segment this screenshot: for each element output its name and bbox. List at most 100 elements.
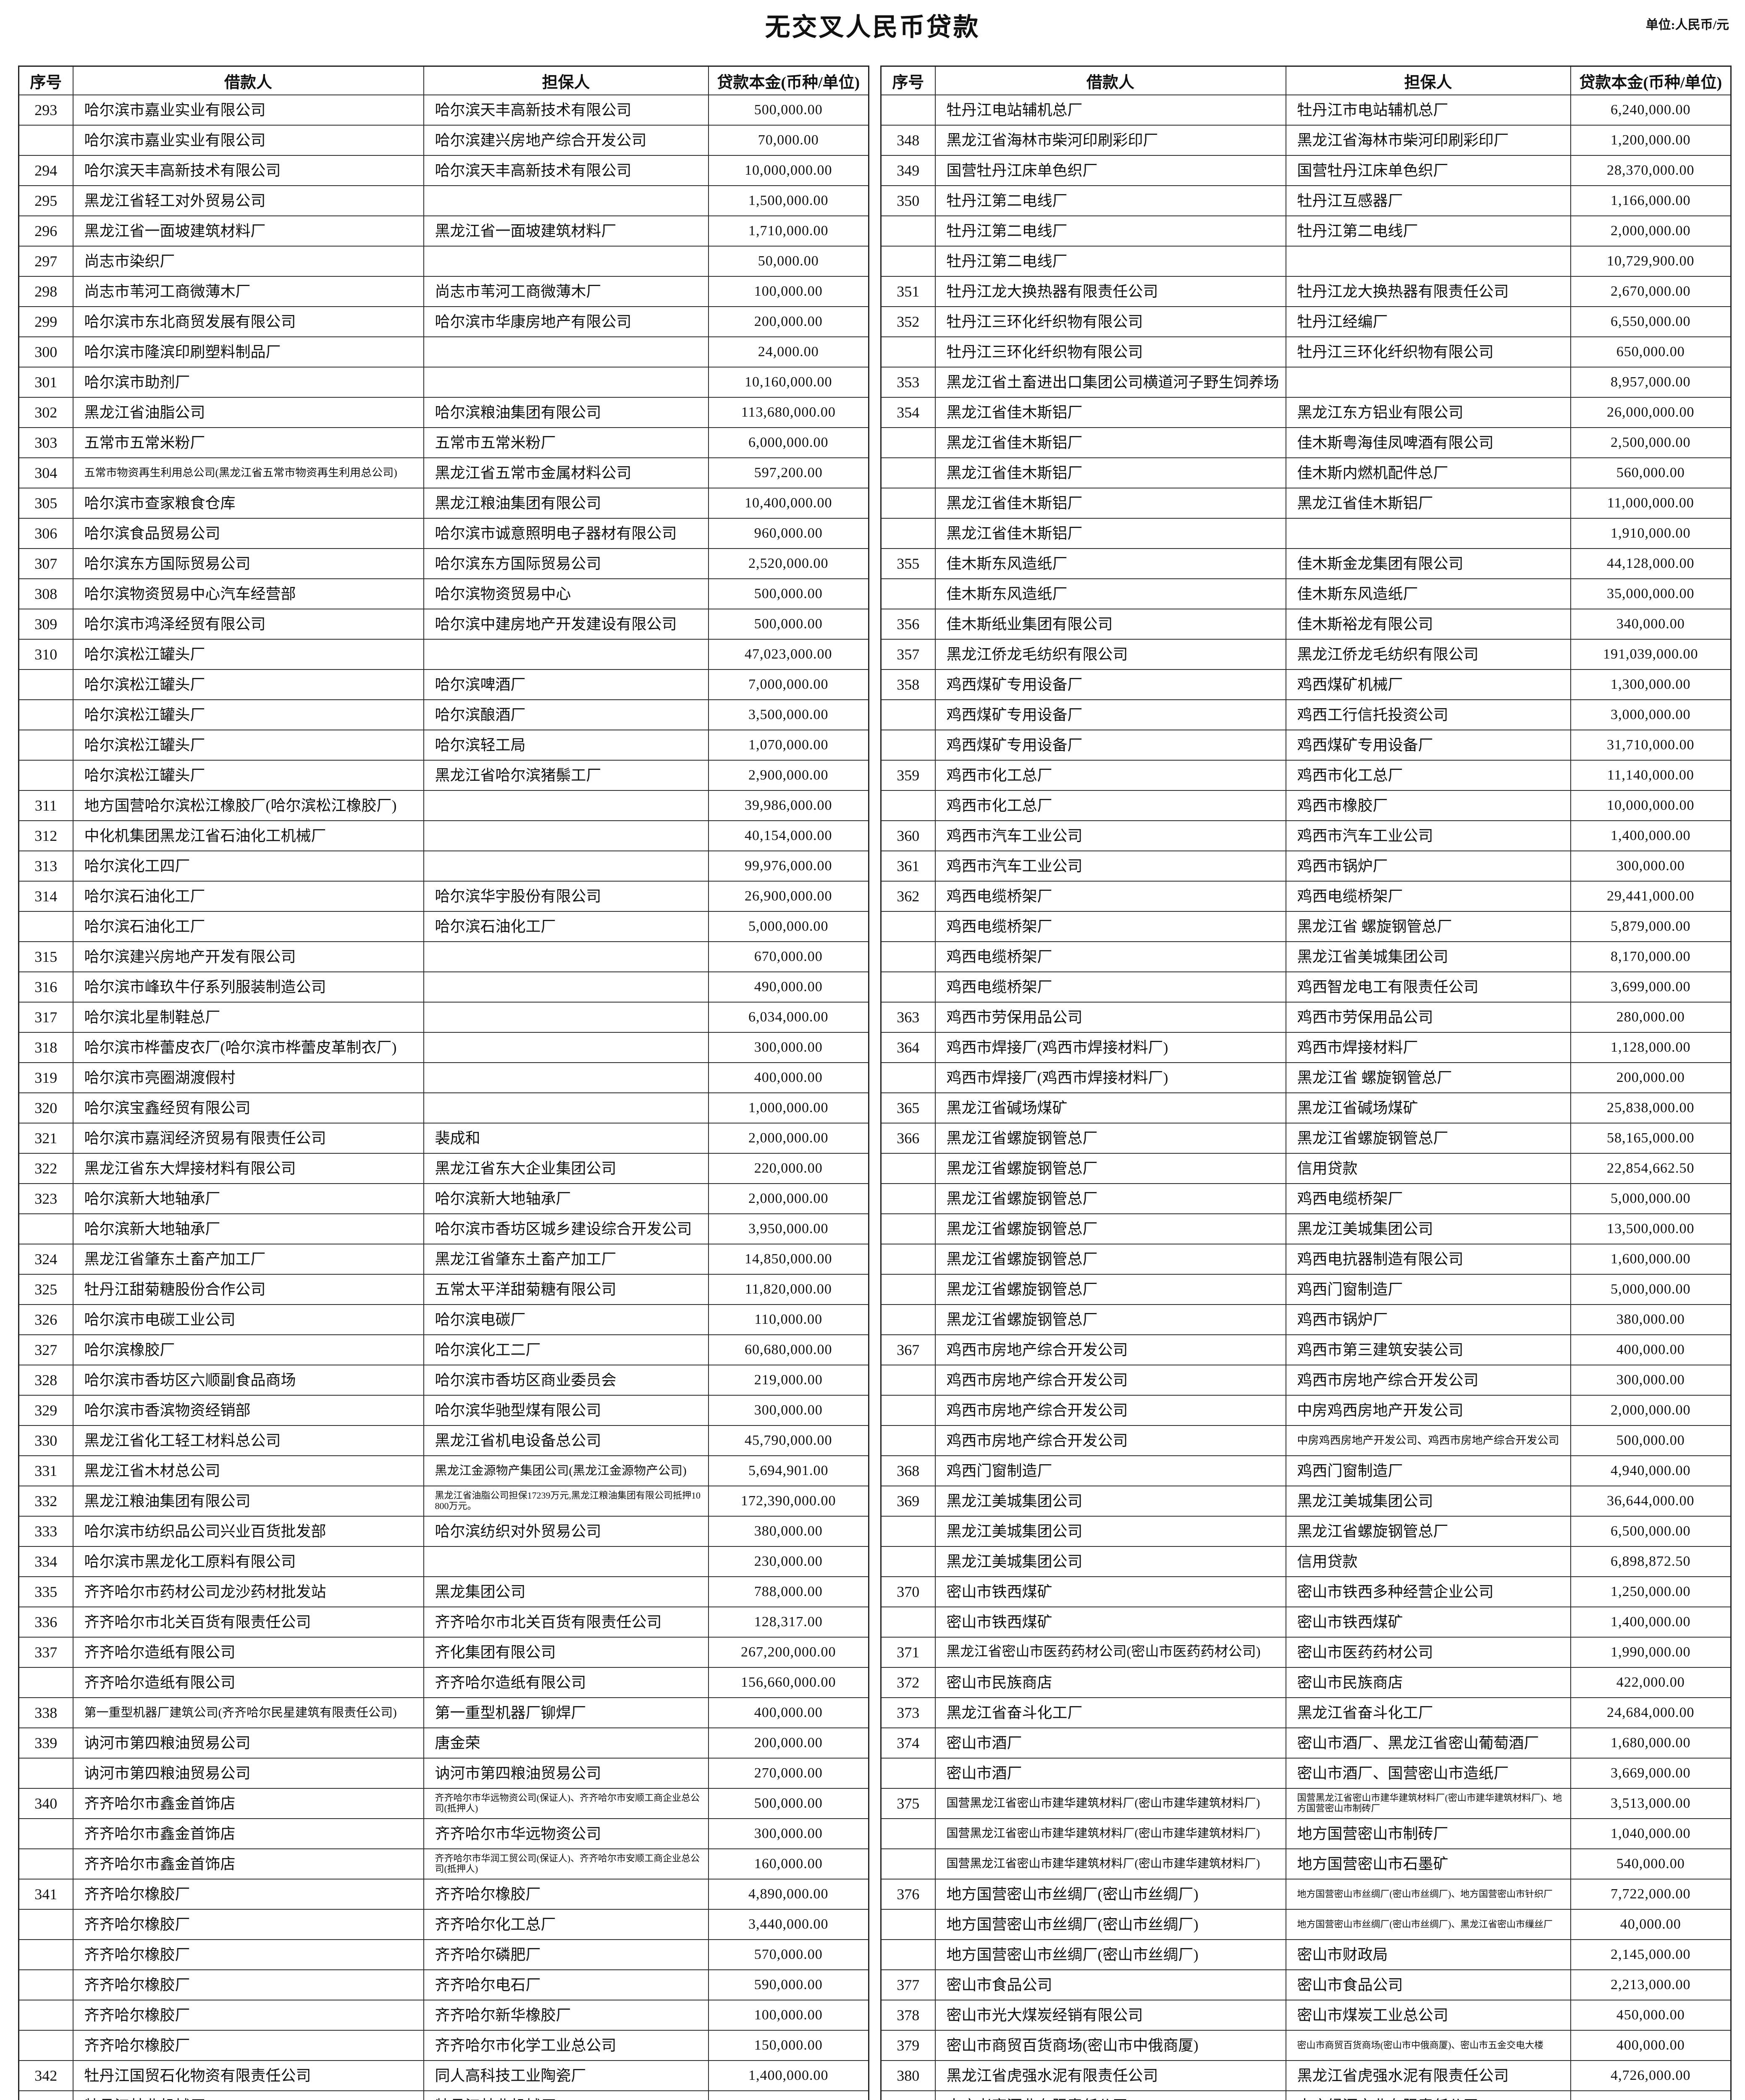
table-row: 哈尔滨新大地轴承厂 哈尔滨市香坊区城乡建设综合开发公司 3,950,000.00 [18,1213,869,1244]
amount-cell: 10,000,000.00 [708,155,869,186]
table-row: 哈尔滨松江罐头厂 哈尔滨啤酒厂 7,000,000.00 [18,669,869,700]
guarantor-cell: 黑龙江省美城集团公司 [1285,941,1571,972]
seq-cell [18,1848,73,1880]
seq-cell [880,246,936,277]
amount-cell: 7,722,000.00 [1570,1879,1732,1910]
borrower-cell: 中化机集团黑龙江省石油化工机械厂 [72,820,424,851]
seq-cell [18,1939,73,1970]
table-row: 295 黑龙江省轻工对外贸易公司 1,500,000.00 [18,185,869,216]
guarantor-cell: 哈尔滨物资贸易中心 [423,578,709,609]
table-row: 298 尚志市苇河工商微薄木厂 尚志市苇河工商微薄木厂 100,000.00 [18,276,869,307]
guarantor-cell: 第一重型机器厂铆焊厂 [423,1697,709,1728]
guarantor-cell: 佳木斯裕龙有限公司 [1285,609,1571,640]
borrower-cell: 佳木斯东风造纸厂 [934,578,1286,609]
guarantor-cell: 哈尔滨新大地轴承厂 [423,1183,709,1214]
guarantor-cell [423,367,709,398]
guarantor-cell: 齐化集团有限公司 [423,1637,709,1668]
seq-cell [880,1606,936,1638]
guarantor-cell: 鸡西煤矿机械厂 [1285,669,1571,700]
amount-cell: 400,000.00 [1570,2030,1732,2061]
table-row: 332 黑龙江粮油集团有限公司 黑龙江省油脂公司担保17239万元,黑龙江粮油集团有… [18,1486,869,1517]
borrower-cell: 鸡西市焊接厂(鸡西市焊接材料厂) [934,1062,1286,1093]
seq-cell [880,730,936,761]
borrower-cell: 地方国营密山市丝绸厂(密山市丝绸厂) [934,1879,1286,1910]
table-row: 316 哈尔滨市峰玖牛仔系列服装制造公司 490,000.00 [18,971,869,1003]
guarantor-cell: 密山市民族商店 [1285,1667,1571,1698]
amount-cell: 100,000.00 [708,2000,869,2031]
table-row: 319 哈尔滨市亮圈湖渡假村 400,000.00 [18,1062,869,1093]
borrower-cell: 哈尔滨新大地轴承厂 [72,1213,424,1244]
seq-cell [880,518,936,549]
seq-cell [18,760,73,791]
borrower-cell: 齐齐哈尔橡胶厂 [72,2030,424,2061]
guarantor-cell [423,850,709,882]
seq-cell: 375 [880,1788,936,1819]
amount-cell: 10,400,000.00 [708,488,869,519]
amount-cell: 230,000.00 [708,1546,869,1577]
seq-cell: 330 [18,1425,73,1456]
borrower-cell: 齐齐哈尔市北关百货有限责任公司 [72,1606,424,1638]
seq-cell [880,1153,936,1184]
seq-cell [880,1365,936,1396]
seq-cell: 359 [880,760,936,791]
seq-cell: 297 [18,246,73,277]
borrower-cell: 密山市酒厂 [934,1758,1286,1789]
guarantor-cell: 大庆绿源实业有限责任公司 [1285,2090,1571,2100]
table-row: 379 密山市商贸百货商场(密山市中俄商厦) 密山市商贸百货商场(密山市中俄商厦)、… [880,2030,1732,2061]
table-row: 372 密山市民族商店 密山市民族商店 422,000.00 [880,1667,1732,1698]
table-row: 304 五常市物资再生利用总公司(黑龙江省五常市物资再生利用总公司) 黑龙江省五常市… [18,457,869,488]
amount-cell: 300,000.00 [1570,1365,1732,1396]
amount-cell: 11,820,000.00 [708,1274,869,1305]
seq-cell: 348 [880,125,936,156]
guarantor-cell: 黑龙江粮油集团有限公司 [423,488,709,519]
table-row: 哈尔滨石油化工厂 哈尔滨石油化工厂 5,000,000.00 [18,911,869,942]
guarantor-cell: 黑龙江美城集团公司 [1285,1486,1571,1517]
guarantor-cell: 密山市酒厂、黑龙江省密山葡萄酒厂 [1285,1727,1571,1759]
table-row: 376 地方国营密山市丝绸厂(密山市丝绸厂) 地方国营密山市丝绸厂(密山市丝绸厂)、… [880,1879,1732,1910]
guarantor-cell: 鸡西电抗器制造有限公司 [1285,1244,1571,1275]
seq-cell: 331 [18,1455,73,1486]
amount-cell: 3,669,000.00 [1570,1758,1732,1789]
amount-cell: 40,000.00 [1570,1909,1732,1940]
guarantor-cell: 黑龙江省螺旋钢管总厂 [1285,1123,1571,1154]
amount-cell: 31,710,000.00 [1570,730,1732,761]
table-row: 307 哈尔滨东方国际贸易公司 哈尔滨东方国际贸易公司 2,520,000.00 [18,548,869,579]
seq-cell [880,215,936,247]
borrower-cell: 黑龙江省木材总公司 [72,1455,424,1486]
guarantor-cell: 密山市煤炭工业总公司 [1285,2000,1571,2031]
guarantor-cell: 黑龙江省 螺旋钢管总厂 [1285,911,1571,942]
borrower-cell: 大庆老窖酒业有限责任公司 [934,2090,1286,2100]
amount-cell: 28,370,000.00 [1570,155,1732,186]
guarantor-cell [1285,246,1571,277]
seq-cell: 325 [18,1274,73,1305]
borrower-cell: 五常市五常米粉厂 [72,427,424,458]
borrower-cell: 佳木斯东风造纸厂 [934,548,1286,579]
table-row: 哈尔滨市嘉业实业有限公司 哈尔滨建兴房地产综合开发公司 70,000.00 [18,125,869,156]
seq-cell: 336 [18,1606,73,1638]
guarantor-cell: 牡丹江市电站辅机总厂 [1285,94,1571,126]
amount-cell: 200,000.00 [1570,1062,1732,1093]
amount-cell: 590,000.00 [708,1969,869,2000]
guarantor-cell: 佳木斯金龙集团有限公司 [1285,548,1571,579]
table-row: 369 黑龙江美城集团公司 黑龙江美城集团公司 36,644,000.00 [880,1486,1732,1517]
table-row: 294 哈尔滨天丰高新技术有限公司 哈尔滨天丰高新技术有限公司 10,000,000.… [18,155,869,186]
table-row: 黑龙江省佳木斯铝厂 佳木斯粤海佳凤啤酒有限公司 2,500,000.00 [880,427,1732,458]
seq-cell: 360 [880,820,936,851]
borrower-cell: 哈尔滨松江罐头厂 [72,639,424,670]
guarantor-cell: 国营黑龙江省密山市建华建筑材料厂(密山市建华建筑材料厂)、地方国营密山市制砖厂 [1285,1788,1571,1819]
amount-cell: 2,500,000.00 [1570,427,1732,458]
table-row: 哈尔滨松江罐头厂 哈尔滨轻工局 1,070,000.00 [18,730,869,761]
seq-cell [18,1818,73,1849]
amount-cell: 6,000,000.00 [708,427,869,458]
seq-cell: 357 [880,639,936,670]
borrower-cell: 哈尔滨松江罐头厂 [72,730,424,761]
seq-cell: 295 [18,185,73,216]
amount-cell: 2,145,000.00 [1570,1939,1732,1970]
table-row: 鸡西市焊接厂(鸡西市焊接材料厂) 黑龙江省 螺旋钢管总厂 200,000.00 [880,1062,1732,1093]
guarantor-cell: 唐金荣 [423,1727,709,1759]
seq-cell: 340 [18,1788,73,1819]
seq-cell: 378 [880,2000,936,2031]
guarantor-cell: 哈尔滨建兴房地产综合开发公司 [423,125,709,156]
amount-cell: 960,000.00 [708,518,869,549]
amount-cell: 6,898,872.50 [1570,1546,1732,1577]
